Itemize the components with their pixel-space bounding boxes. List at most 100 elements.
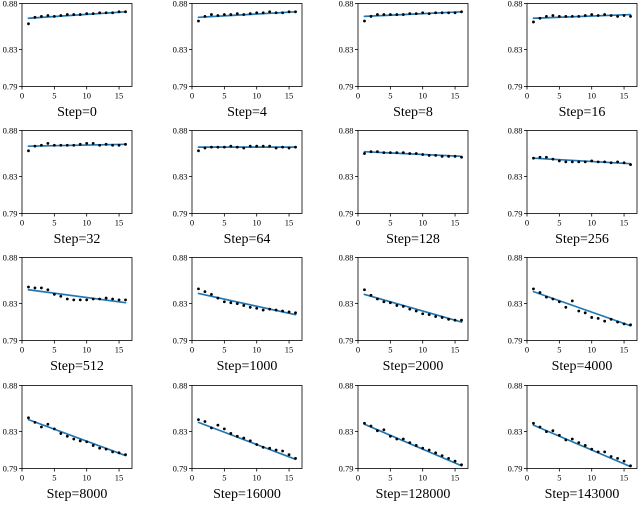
y-tick-label: 0.88 [3, 125, 18, 135]
x-tick-label: 5 [52, 345, 56, 355]
fit-line [532, 424, 632, 468]
data-point [242, 304, 246, 307]
data-point [248, 439, 252, 443]
data-point [46, 422, 50, 426]
data-point [91, 297, 95, 301]
y-tick-label: 0.79 [339, 335, 354, 345]
y-tick-label: 0.83 [3, 171, 18, 181]
x-tick-label: 10 [82, 473, 91, 483]
data-point [577, 441, 581, 445]
x-tick-label: 15 [620, 218, 629, 228]
y-tick-label: 0.79 [173, 463, 188, 473]
data-point [583, 311, 587, 315]
data-point [388, 301, 392, 305]
data-point [248, 305, 252, 309]
data-point [117, 143, 121, 147]
x-tick-label: 10 [587, 218, 596, 228]
x-tick-label: 15 [451, 345, 460, 355]
data-point [447, 317, 450, 321]
data-point [538, 425, 542, 429]
x-tick-label: 0 [356, 345, 360, 355]
data-point [545, 15, 548, 18]
y-tick-label: 0.79 [173, 81, 188, 91]
fit-line [197, 421, 297, 461]
subplot-step-4: 0.88 0.83 0.790 5 10 15 Step=4 [173, 0, 303, 120]
x-tick-label: 0 [190, 218, 194, 228]
data-point [545, 430, 548, 434]
x-tick-label: 5 [557, 91, 561, 101]
data-point [33, 144, 37, 148]
plot-box [526, 385, 638, 469]
subplot-xlabel: Step=8000 [47, 487, 108, 502]
data-point [388, 434, 392, 438]
x-tick-label: 15 [285, 473, 294, 483]
x-tick-label: 10 [252, 345, 261, 355]
subplot-step-4000: 0.88 0.83 0.790 5 10 15 Step=4000 [508, 252, 638, 374]
x-tick-label: 5 [222, 345, 226, 355]
y-tick-label: 0.79 [3, 81, 18, 91]
data-point [52, 292, 56, 296]
data-point [281, 449, 284, 453]
data-point [294, 456, 297, 460]
data-point [72, 298, 76, 302]
data-point [609, 161, 613, 165]
x-tick-label: 15 [115, 91, 124, 101]
data-point [98, 143, 102, 147]
data-point [408, 12, 412, 16]
y-tick-label: 0.79 [508, 81, 523, 91]
data-point [274, 448, 278, 452]
subplot-step-0: 0.88 0.83 0.790 5 10 15 Step=0 [3, 0, 133, 120]
fit-line [532, 157, 632, 165]
data-point [609, 317, 613, 321]
data-point [376, 13, 379, 16]
y-tick-label: 0.88 [173, 125, 188, 135]
plot-box [357, 130, 469, 214]
data-point [583, 14, 587, 17]
data-point [596, 316, 600, 320]
subplot-step-512: 0.88 0.83 0.790 5 10 15 Step=512 [3, 252, 133, 374]
data-point [538, 16, 542, 20]
data-point [395, 437, 399, 441]
data-point [570, 299, 574, 303]
y-tick-label: 0.88 [173, 0, 188, 8]
data-point [235, 302, 239, 306]
subplot-xlabel: Step=143000 [545, 487, 620, 502]
data-point [460, 463, 463, 467]
data-point [40, 286, 43, 290]
data-point [447, 456, 450, 460]
data-point [117, 298, 121, 302]
y-tick-label: 0.79 [508, 463, 523, 473]
data-point [210, 13, 213, 16]
x-tick-label: 0 [525, 473, 529, 483]
x-tick-label: 0 [356, 218, 360, 228]
subplot-step-8000: 0.88 0.83 0.790 5 10 15 Step=8000 [3, 380, 133, 502]
y-tick-label: 0.83 [508, 298, 523, 308]
x-tick-label: 0 [356, 473, 360, 483]
data-point [376, 429, 379, 433]
data-point [453, 154, 457, 158]
data-point [427, 448, 431, 452]
data-point [382, 13, 386, 16]
data-point [376, 150, 379, 154]
data-point [440, 11, 444, 15]
x-tick-label: 15 [285, 91, 294, 101]
data-point [440, 316, 444, 319]
y-tick-label: 0.88 [339, 125, 354, 135]
x-tick-label: 15 [620, 473, 629, 483]
data-point [197, 287, 200, 291]
data-point [261, 308, 265, 312]
y-tick-label: 0.88 [339, 252, 354, 262]
x-tick-label: 5 [557, 345, 561, 355]
data-point [59, 14, 63, 17]
fit-line [197, 10, 297, 19]
y-tick-label: 0.83 [3, 44, 18, 54]
x-tick-label: 5 [52, 473, 56, 483]
x-tick-label: 0 [525, 218, 529, 228]
data-point [124, 298, 127, 302]
data-point [78, 298, 82, 302]
x-tick-label: 0 [20, 218, 24, 228]
data-point [27, 22, 30, 26]
subplot-step-16: 0.88 0.83 0.790 5 10 15 Step=16 [508, 0, 638, 120]
x-tick-label: 15 [115, 345, 124, 355]
y-tick-label: 0.79 [3, 335, 18, 345]
